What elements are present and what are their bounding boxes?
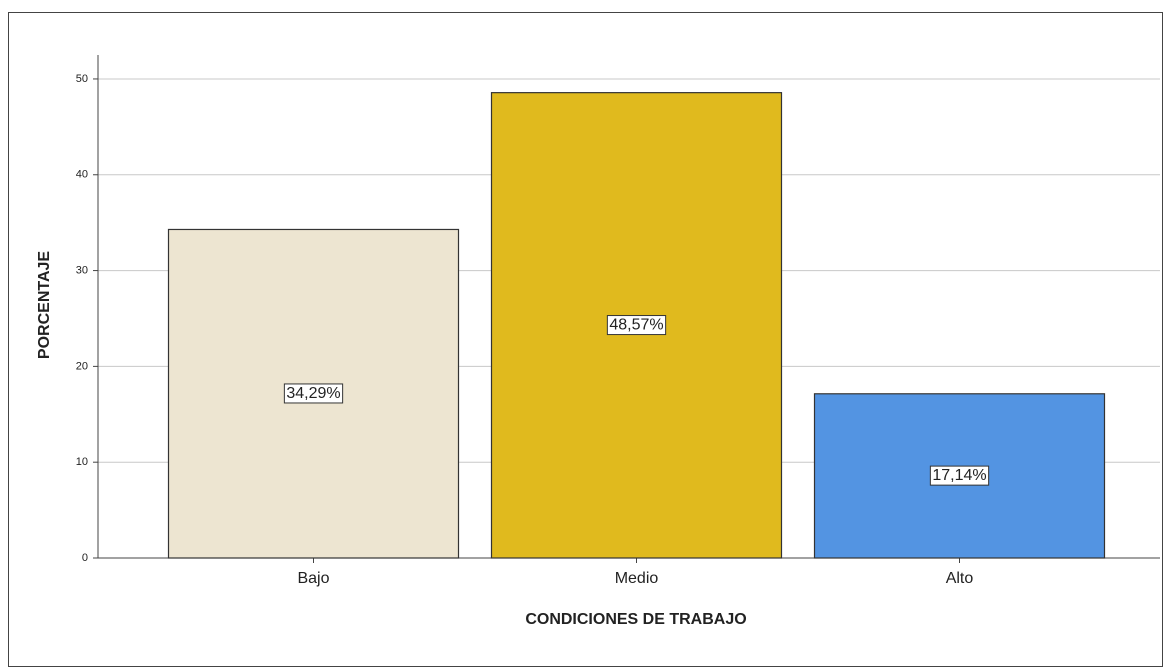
x-tick-label: Medio [615,570,659,587]
y-tick-label: 10 [76,456,88,468]
value-label: 48,57% [609,317,663,334]
value-label: 34,29% [286,385,340,402]
value-label-box [606,315,667,336]
value-label-box [929,465,990,486]
value-label: 17,14% [932,467,986,484]
y-axis-title: PORCENTAJE [36,251,53,359]
y-tick-label: 0 [82,552,88,564]
x-axis-title: CONDICIONES DE TRABAJO [525,611,746,628]
y-tick-label: 50 [76,73,88,85]
y-tick-label: 20 [76,360,88,372]
value-label-box [283,383,344,404]
y-tick-label: 30 [76,264,88,276]
x-tick-label: Bajo [297,570,329,587]
y-tick-label: 40 [76,169,88,181]
x-tick-label: Alto [946,570,974,587]
